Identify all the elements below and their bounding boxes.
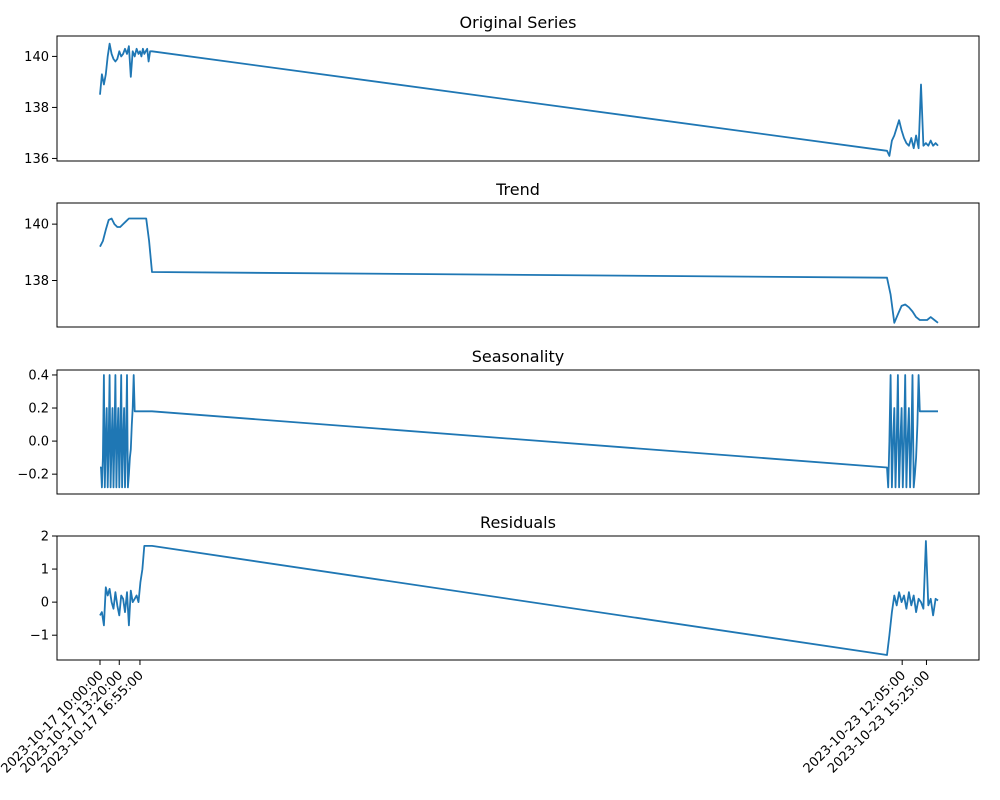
y-tick-label: 0.4 [28,368,49,383]
y-tick-label: 138 [24,101,49,116]
plot-frame [56,35,980,162]
plot-frame [56,535,980,661]
y-tick-label: 1 [41,563,49,578]
series-line [99,540,939,656]
y-tick-label: −0.2 [17,468,49,483]
panel-title: Original Series [460,13,577,32]
y-tick-label: 136 [24,152,49,167]
y-tick-label: 138 [24,274,49,289]
panel-title: Residuals [480,513,556,532]
y-tick-label: 0.2 [28,402,49,417]
plot-frame [56,369,980,495]
series-line [99,217,939,324]
y-tick-label: 2 [41,530,49,545]
x-tick-label: 2023-10-23 12:05:00 [801,668,909,776]
panel-2: Trend 138 140 [24,180,980,328]
panel-title: Seasonality [472,347,565,366]
y-tick-label: 0.0 [28,435,49,450]
y-tick-label: 0 [41,596,49,611]
panel-4: Residuals −1 0 1 2 [30,513,980,661]
series-line [99,42,939,157]
plot-frame [56,202,980,328]
series-line [100,374,938,489]
panel-3: Seasonality −0.2 0.0 0.2 0.4 [17,347,980,495]
y-tick-label: −1 [30,629,49,644]
x-tick-label: 2023-10-23 15:25:00 [825,668,933,776]
panel-1: Original Series 136 138 140 [24,13,980,167]
y-tick-label: 140 [24,218,49,233]
y-tick-label: 140 [24,50,49,65]
panel-title: Trend [495,180,540,199]
x-tick-label: 2023-10-17 13:20:00 [18,668,126,776]
